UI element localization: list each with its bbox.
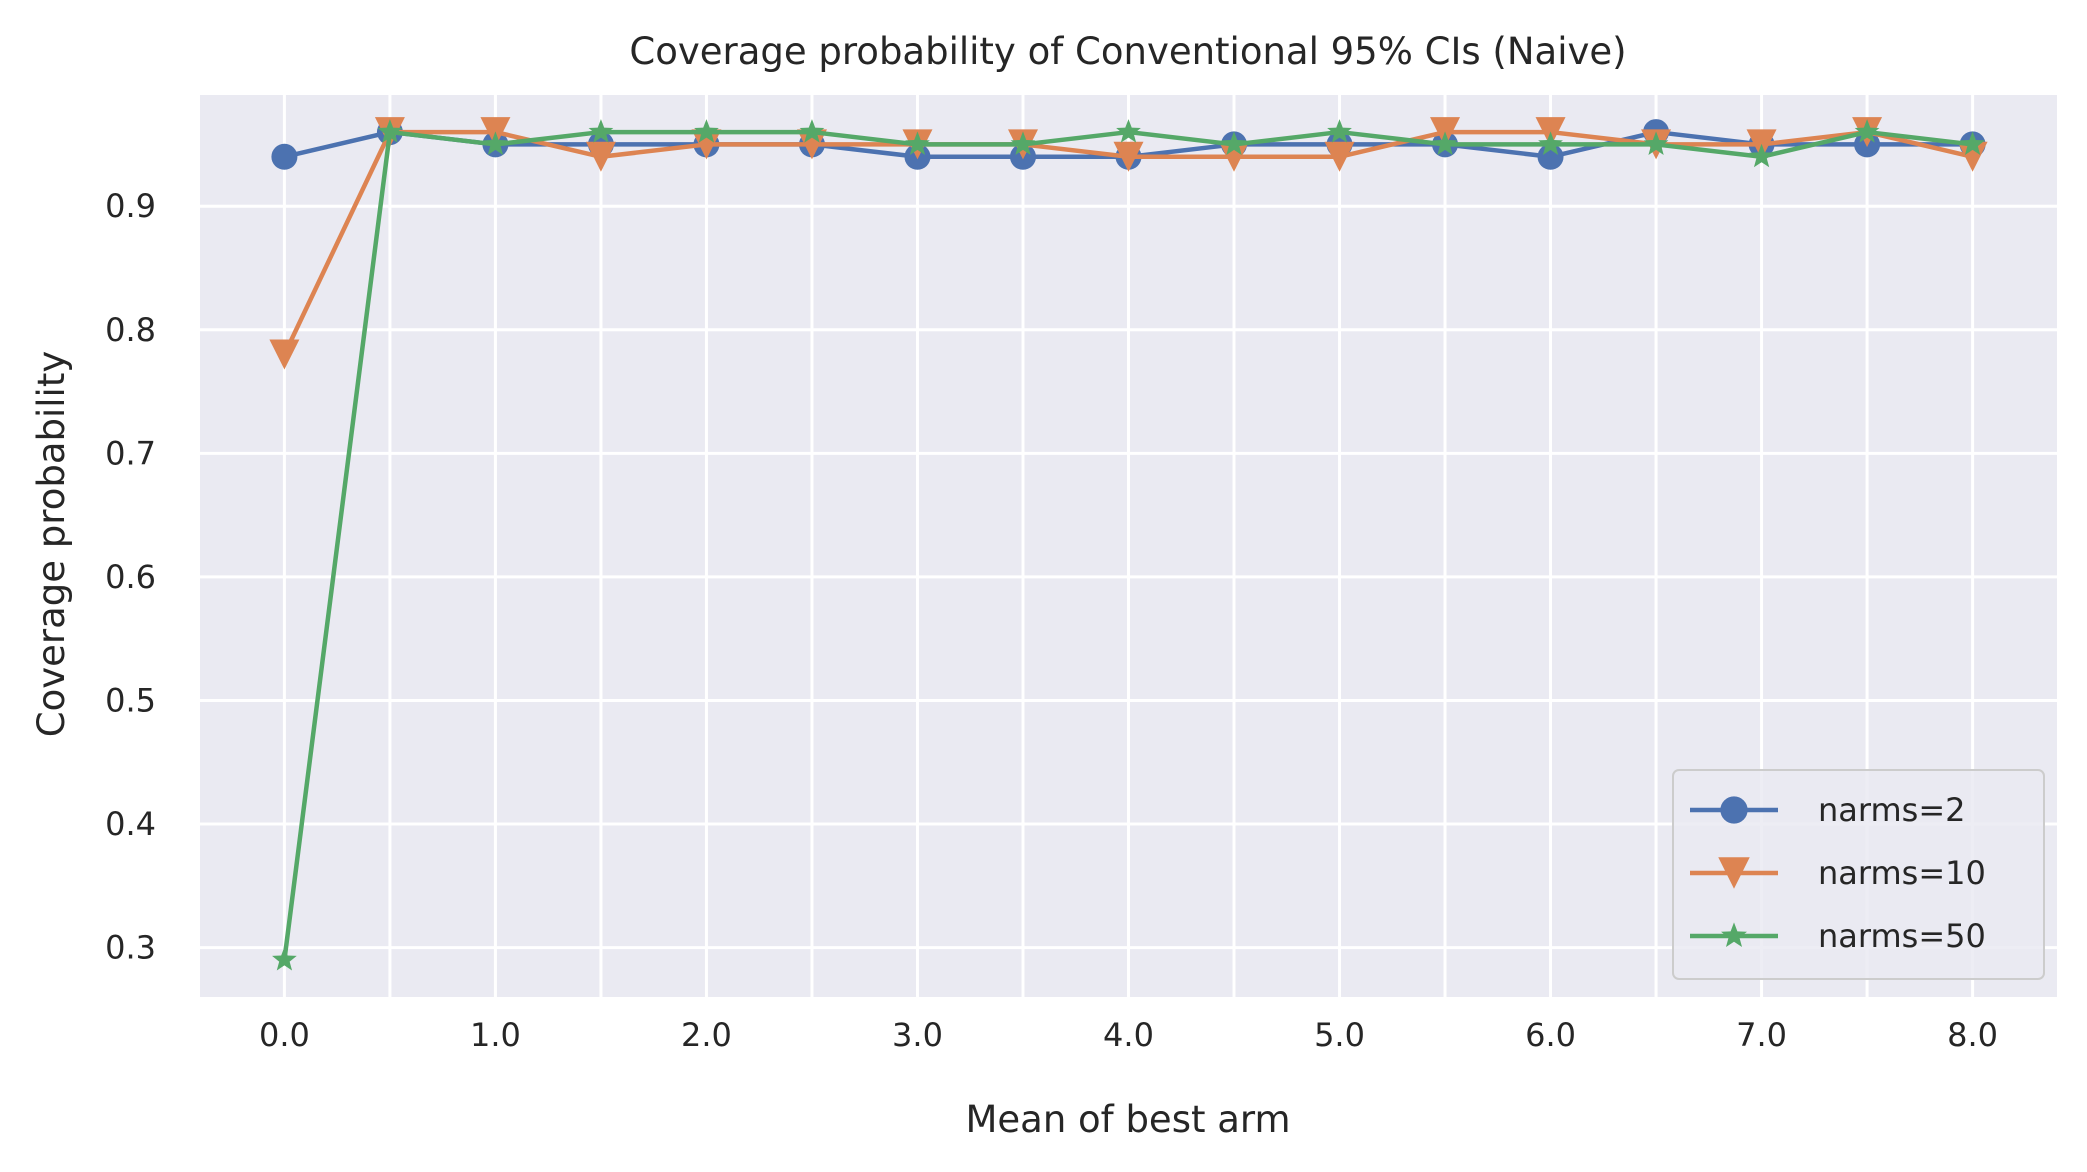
data-point: [271, 143, 298, 170]
data-point: [1116, 119, 1141, 143]
legend-marker: [1721, 922, 1747, 948]
legend-label: narms=2: [1818, 791, 1966, 829]
legend-label: narms=10: [1818, 854, 1986, 892]
series-narms=50: [272, 119, 1985, 971]
y-axis-label: Coverage probability: [30, 351, 73, 737]
y-tick-label: 0.7: [105, 434, 156, 472]
data-point: [1960, 131, 1985, 155]
data-point: [1113, 141, 1144, 172]
data-point: [483, 131, 508, 155]
data-point: [1854, 119, 1880, 143]
x-ticks: 0.0 1.0 2.0 3.0 4.0 5.0 6.0 7.0 8.0: [259, 1016, 1998, 1054]
data-point: [269, 339, 300, 370]
legend: narms=2 narms=10 narms=50: [1672, 769, 2045, 980]
data-point: [1957, 141, 1988, 172]
x-tick-label: 1.0: [470, 1016, 521, 1054]
chart-title: Coverage probability of Conventional 95%…: [629, 30, 1626, 73]
y-ticks: 0.3 0.4 0.5 0.6 0.7 0.8 0.9: [105, 187, 156, 966]
data-point: [272, 946, 297, 971]
y-tick-label: 0.6: [105, 558, 156, 596]
x-tick-label: 0.0: [259, 1016, 310, 1054]
y-tick-label: 0.8: [105, 311, 156, 349]
data-point: [377, 119, 403, 143]
legend-item: narms=2: [1690, 791, 1966, 829]
data-point: [1538, 131, 1563, 155]
data-point: [905, 131, 930, 155]
legend-item: narms=50: [1690, 917, 1986, 955]
data-point: [585, 141, 616, 172]
data-point: [1219, 141, 1250, 172]
x-axis-label: Mean of best arm: [965, 1098, 1290, 1141]
data-point: [799, 119, 825, 143]
data-point: [796, 129, 827, 160]
legend-marker: [1718, 857, 1750, 889]
x-tick-label: 8.0: [1947, 1016, 1998, 1054]
x-tick-label: 4.0: [1103, 1016, 1154, 1054]
data-point: [1432, 131, 1458, 155]
y-tick-label: 0.4: [105, 805, 156, 843]
data-point: [1749, 143, 1774, 168]
y-tick-label: 0.3: [105, 929, 156, 967]
x-tick-label: 7.0: [1736, 1016, 1787, 1054]
x-tick-label: 3.0: [892, 1016, 943, 1054]
y-tick-label: 0.9: [105, 187, 156, 225]
data-point: [1221, 131, 1247, 155]
data-point: [1327, 119, 1352, 143]
series-layer: [269, 117, 1988, 971]
data-point: [1324, 141, 1355, 172]
legend-marker: [1720, 796, 1748, 824]
legend-box: [1672, 769, 2045, 980]
x-tick-label: 2.0: [681, 1016, 732, 1054]
data-point: [588, 119, 614, 143]
x-tick-label: 6.0: [1525, 1016, 1576, 1054]
data-point: [694, 119, 719, 143]
x-tick-label: 5.0: [1314, 1016, 1365, 1054]
data-point: [691, 129, 722, 160]
data-point: [1643, 131, 1669, 155]
legend-label: narms=50: [1818, 917, 1986, 955]
legend-item: narms=10: [1690, 854, 1986, 892]
y-tick-label: 0.5: [105, 681, 156, 719]
data-point: [1537, 143, 1564, 170]
data-point: [1010, 131, 1036, 155]
